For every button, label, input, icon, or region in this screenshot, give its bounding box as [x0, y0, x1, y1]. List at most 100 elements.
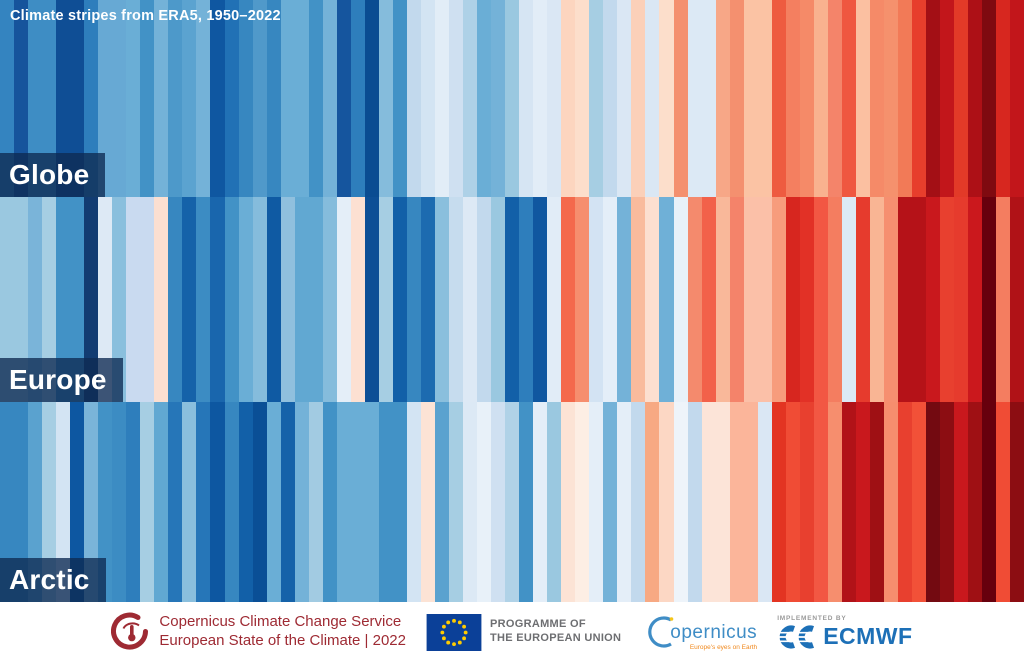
stripe-arctic-1961: [154, 402, 169, 602]
stripe-europe-1957: [98, 197, 113, 402]
stripe-europe-2007: [799, 197, 814, 402]
stripe-arctic-2012: [869, 402, 884, 602]
stripe-globe-1970: [280, 0, 295, 197]
stripe-arctic-1958: [112, 402, 127, 602]
stripe-globe-1988: [533, 0, 548, 197]
band-label-arctic: Arctic: [0, 558, 106, 602]
stripe-europe-2002: [729, 197, 744, 402]
stripe-arctic-2010: [841, 402, 856, 602]
eu-programme-block: PROGRAMME OF THE EUROPEAN UNION: [426, 613, 621, 651]
stripe-globe-1972: [308, 0, 323, 197]
stripes-arctic: [0, 402, 1024, 602]
band-globe: Globe: [0, 0, 1024, 197]
stripe-arctic-1968: [252, 402, 267, 602]
stripe-globe-1956: [84, 0, 99, 197]
stripe-arctic-1981: [434, 402, 449, 602]
stripe-globe-2022: [1010, 0, 1024, 197]
stripe-globe-1999: [687, 0, 702, 197]
c3s-text: Copernicus Climate Change Service Europe…: [159, 613, 406, 651]
stripe-globe-2003: [743, 0, 758, 197]
stripe-arctic-1971: [294, 402, 309, 602]
eu-programme-line1: PROGRAMME OF: [489, 618, 586, 631]
stripe-europe-1990: [561, 197, 576, 402]
stripe-europe-1977: [378, 197, 393, 402]
stripe-globe-1983: [463, 0, 478, 197]
stripe-arctic-1978: [392, 402, 407, 602]
stripe-europe-1980: [420, 197, 435, 402]
band-europe: Europe: [0, 197, 1024, 402]
stripe-europe-2005: [771, 197, 786, 402]
stripe-arctic-2000: [701, 402, 716, 602]
stripe-arctic-1975: [350, 402, 365, 602]
stripes-europe: [0, 197, 1024, 402]
stripe-europe-1965: [210, 197, 225, 402]
c3s-line1: Copernicus Climate Change Service: [159, 613, 402, 631]
stripe-europe-1991: [575, 197, 590, 402]
stripe-globe-1950: [0, 0, 15, 197]
stripe-globe-1978: [392, 0, 407, 197]
stripe-arctic-1986: [505, 402, 520, 602]
stripe-globe-2006: [785, 0, 800, 197]
stripe-europe-1976: [364, 197, 379, 402]
stripe-arctic-1994: [617, 402, 632, 602]
stripe-arctic-1974: [336, 402, 351, 602]
stripe-europe-2018: [954, 197, 969, 402]
copernicus-c-swoosh-icon: [648, 616, 674, 648]
stripe-europe-1998: [673, 197, 688, 402]
stripe-arctic-1980: [420, 402, 435, 602]
c3s-logo-block: Copernicus Climate Change Service Europe…: [111, 612, 406, 652]
stripe-globe-2009: [827, 0, 842, 197]
stripe-globe-1998: [673, 0, 688, 197]
ecmwf-name: ECMWF: [823, 623, 913, 649]
stripe-europe-1989: [547, 197, 562, 402]
stripe-arctic-1999: [687, 402, 702, 602]
page-title: Climate stripes from ERA5, 1950–2022: [10, 8, 281, 24]
stripe-arctic-1995: [631, 402, 646, 602]
stripe-globe-1968: [252, 0, 267, 197]
stripe-globe-1997: [659, 0, 674, 197]
stripe-globe-1959: [126, 0, 141, 197]
copernicus-tagline: Europe's eyes on Earth: [689, 644, 758, 651]
stripe-globe-1969: [266, 0, 281, 197]
stripe-europe-1984: [477, 197, 492, 402]
stripe-europe-1981: [434, 197, 449, 402]
copernicus-name: opernicus: [670, 622, 758, 643]
stripes-globe: [0, 0, 1024, 197]
stripe-europe-1958: [112, 197, 127, 402]
stripe-arctic-1962: [168, 402, 183, 602]
stripe-arctic-2018: [954, 402, 969, 602]
stripe-globe-2010: [841, 0, 856, 197]
stripe-globe-1974: [336, 0, 351, 197]
stripe-arctic-1969: [266, 402, 281, 602]
stripe-arctic-1989: [547, 402, 562, 602]
stripe-globe-2017: [940, 0, 955, 197]
stripe-arctic-2019: [968, 402, 983, 602]
band-label-globe-text: Globe: [9, 159, 90, 190]
stripe-arctic-2014: [898, 402, 913, 602]
stripe-europe-2022: [1010, 197, 1024, 402]
stripe-europe-1987: [519, 197, 534, 402]
stripe-globe-1975: [350, 0, 365, 197]
copernicus-logo-block: opernicus Europe's eyes on Earth: [641, 613, 757, 651]
stripe-globe-1954: [56, 0, 71, 197]
stripe-arctic-1992: [589, 402, 604, 602]
stripe-globe-1952: [28, 0, 43, 197]
stripe-europe-1978: [392, 197, 407, 402]
stripe-europe-2004: [757, 197, 772, 402]
stripe-europe-2003: [743, 197, 758, 402]
stripe-europe-1986: [505, 197, 520, 402]
stripe-europe-2012: [869, 197, 884, 402]
stripe-arctic-2001: [715, 402, 730, 602]
stripe-arctic-2011: [855, 402, 870, 602]
stripe-europe-1979: [406, 197, 421, 402]
stripe-europe-1992: [589, 197, 604, 402]
stripe-globe-2007: [799, 0, 814, 197]
stripe-europe-1975: [350, 197, 365, 402]
stripe-globe-1980: [420, 0, 435, 197]
stripe-arctic-1957: [98, 402, 113, 602]
stripe-arctic-2005: [771, 402, 786, 602]
stripe-europe-2021: [996, 197, 1011, 402]
stripe-arctic-2002: [729, 402, 744, 602]
stripe-arctic-1955: [70, 402, 85, 602]
